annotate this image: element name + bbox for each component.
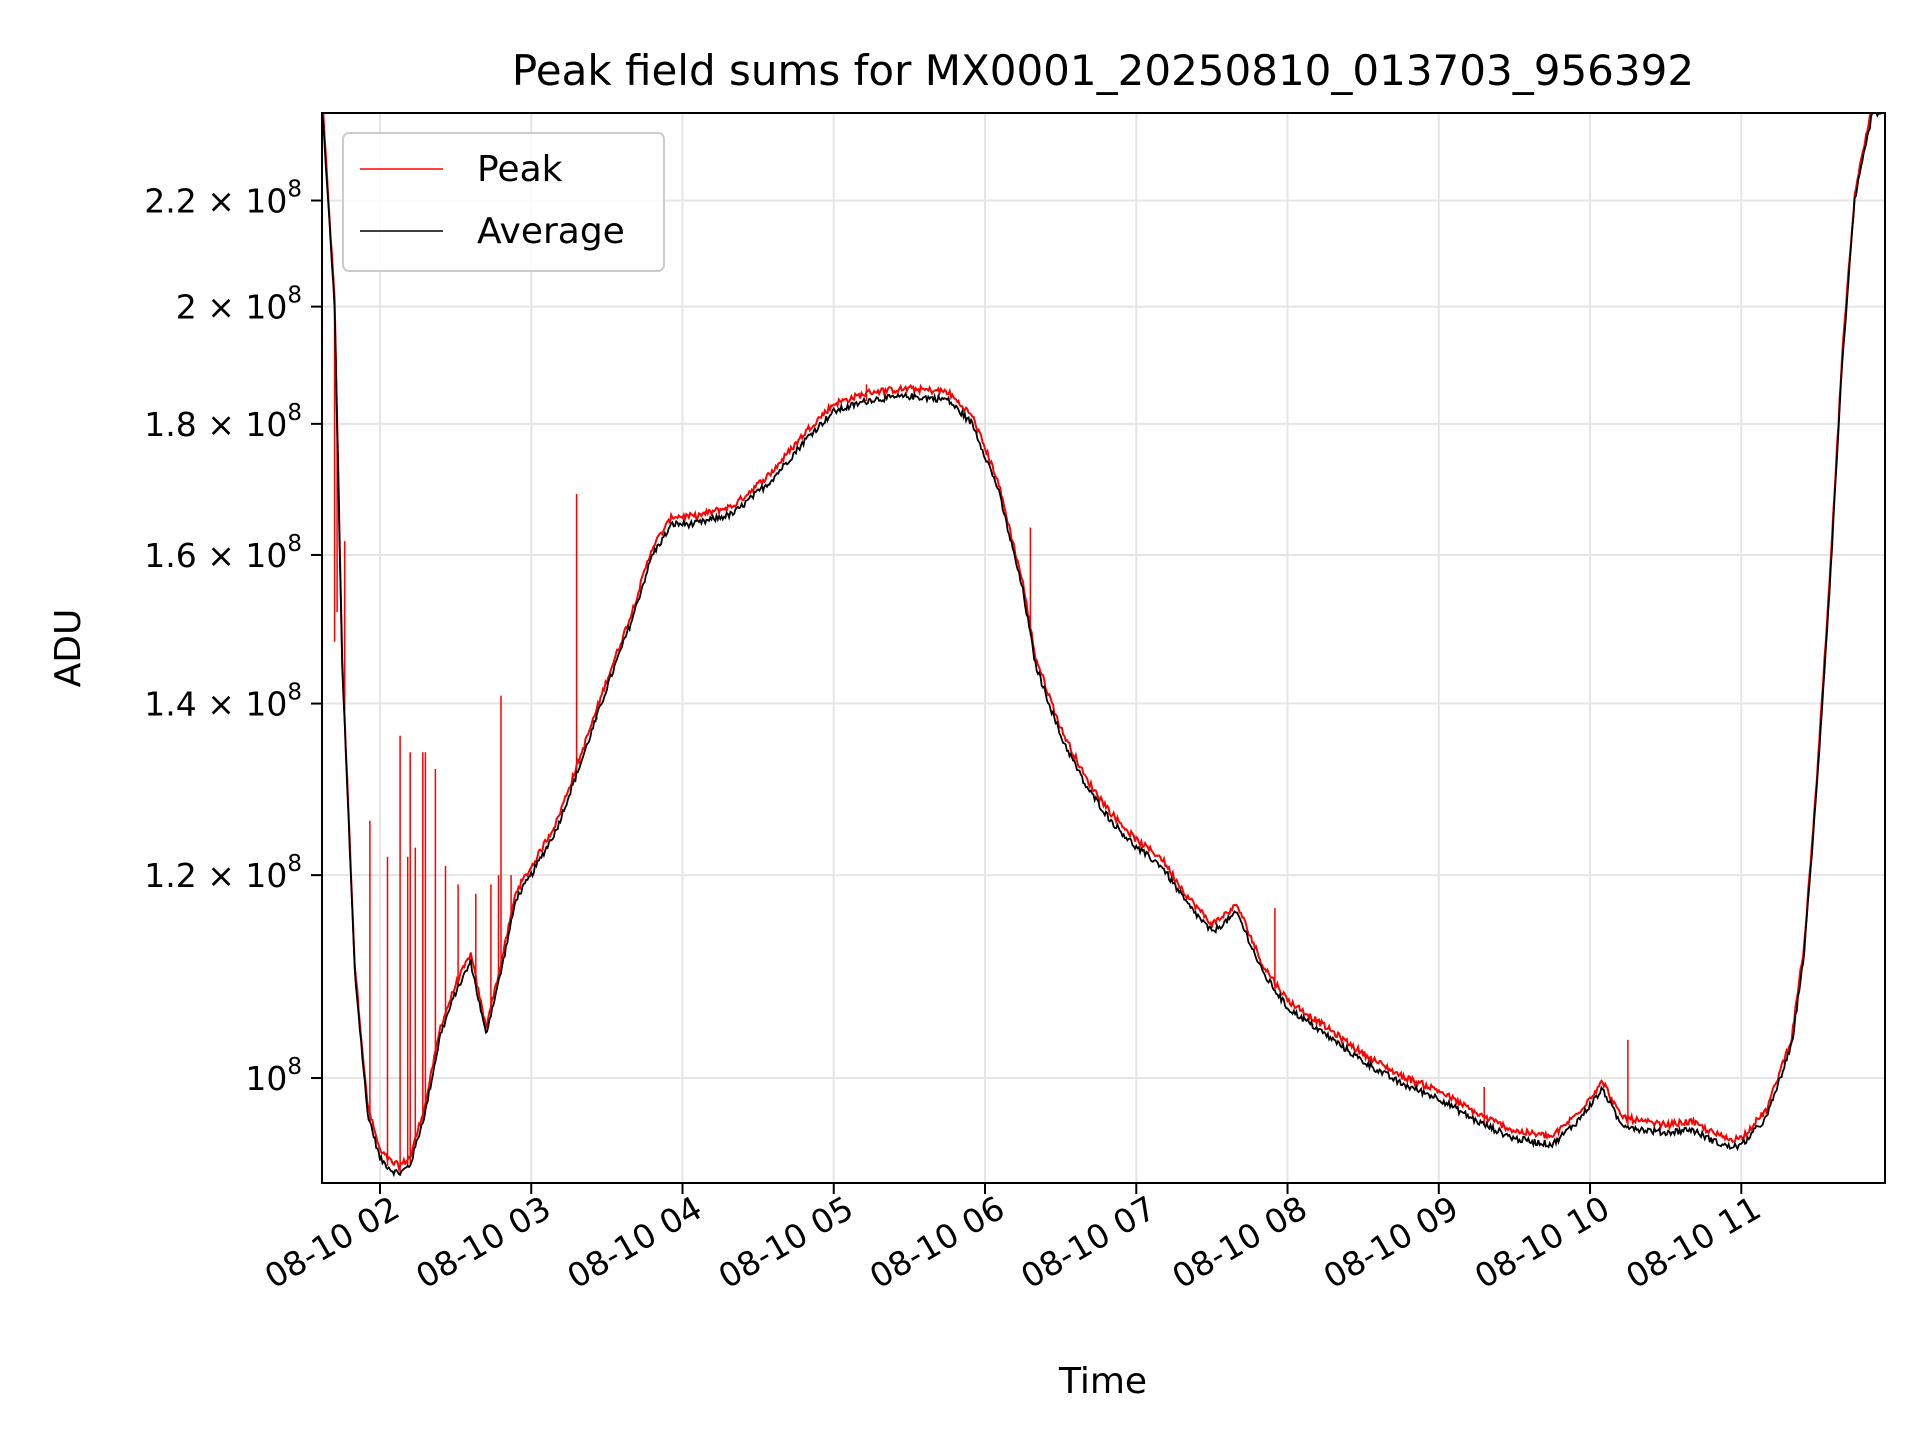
y-axis-label: ADU bbox=[48, 609, 89, 688]
y-tick-label: 1.8 × 108 bbox=[144, 400, 302, 444]
legend-average-label: Average bbox=[477, 211, 625, 252]
legend: Peak Average bbox=[342, 132, 665, 272]
y-tick-label: 2 × 108 bbox=[176, 283, 302, 327]
legend-box bbox=[342, 132, 665, 272]
y-tick-label: 108 bbox=[245, 1054, 302, 1098]
plot-frame bbox=[321, 112, 1886, 1184]
y-tick-label: 1.6 × 108 bbox=[144, 531, 302, 575]
y-axis-ticks: 108 1.2 × 108 1.4 × 108 1.6 × 108 1.8 × 108 2… bbox=[144, 177, 322, 1098]
plot-area bbox=[322, 113, 1885, 1178]
x-axis-label: Time bbox=[1058, 1361, 1147, 1402]
series-group bbox=[322, 113, 1885, 1178]
series-peak-line bbox=[322, 113, 1885, 1172]
y-tick-label: 1.4 × 108 bbox=[144, 680, 302, 724]
y-tick-label: 2.2 × 108 bbox=[144, 177, 302, 221]
y-tick-label: 1.2 × 108 bbox=[144, 851, 302, 895]
grid bbox=[322, 113, 1885, 1183]
chart-title: Peak field sums for MX0001_20250810_0137… bbox=[512, 46, 1694, 95]
legend-peak-label: Peak bbox=[477, 149, 563, 190]
series-average-line bbox=[322, 113, 1885, 1178]
